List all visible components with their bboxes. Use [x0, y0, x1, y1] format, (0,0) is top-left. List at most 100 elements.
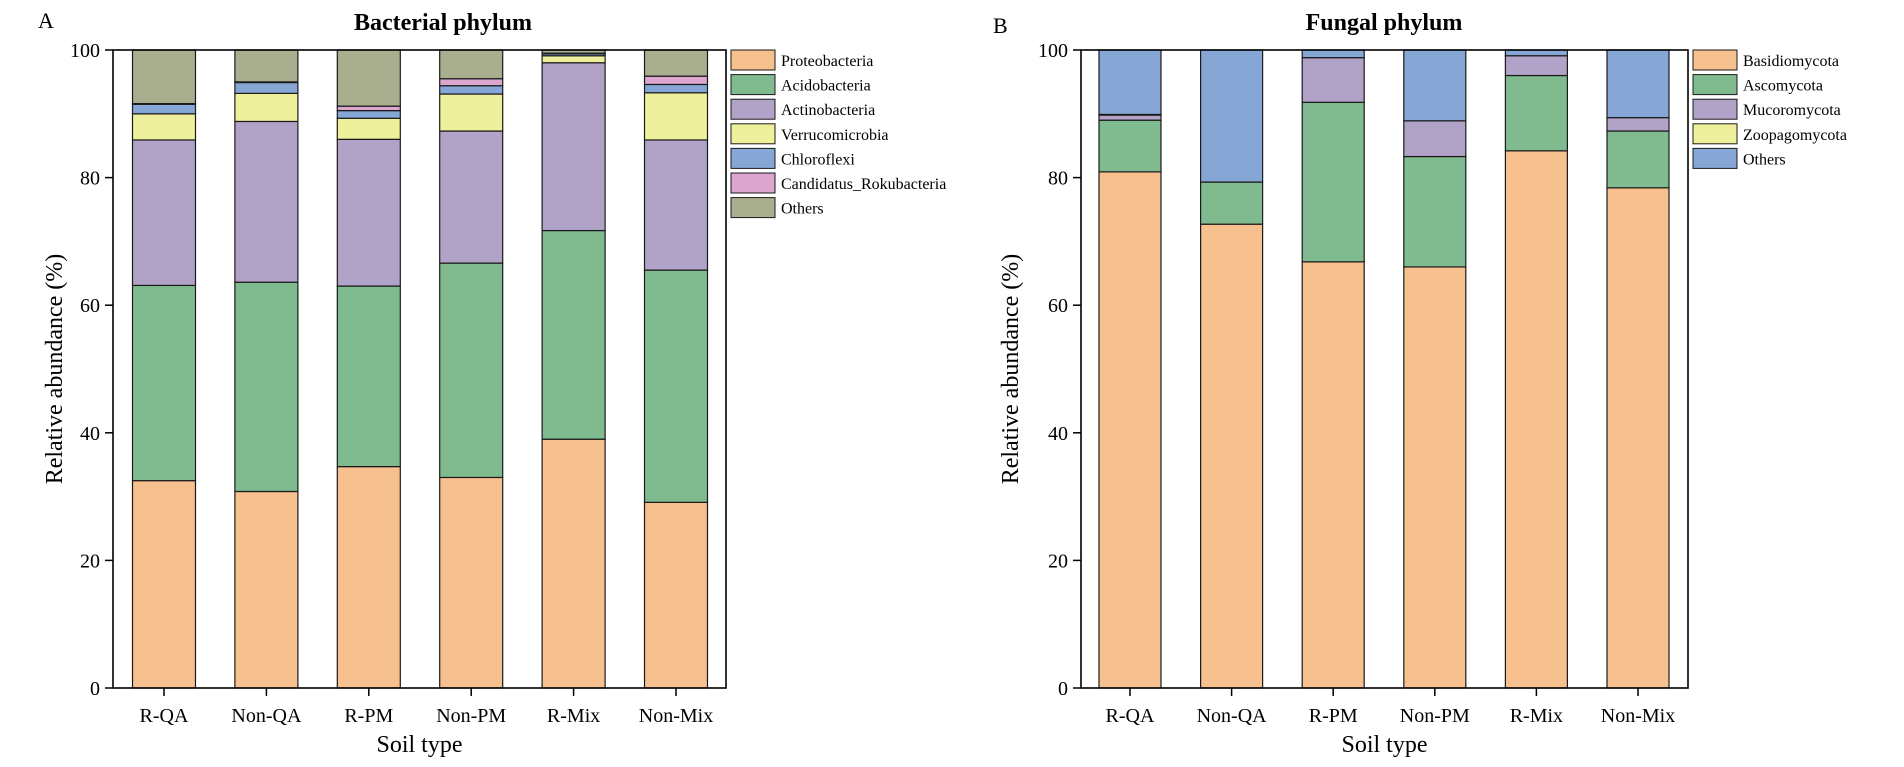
panel-a-xtick-label: Non-PM [436, 705, 506, 727]
panel-a-xtick-label: Non-QA [231, 705, 302, 727]
panel-a-bar-proteobacteria [439, 476, 504, 689]
panel-a-bar-verrucomicrobia [234, 92, 299, 123]
panel-a-x-axis-label: Soil type [376, 732, 462, 758]
panel-b-xtick-label: Non-PM [1400, 705, 1470, 727]
panel-a-xtick-label: Non-Mix [639, 705, 713, 727]
panel-b-legend-swatch [1692, 49, 1738, 71]
panel-a-bar-others [439, 49, 504, 80]
panel-b-x-axis-label: Soil type [1341, 732, 1427, 758]
panel-a-xtick-label: R-PM [344, 705, 393, 727]
panel-b-bar-mucoromycota [1098, 114, 1162, 121]
panel-b-legend-swatch [1692, 74, 1738, 96]
panel-a-legend-label: Verrucomicrobia [781, 127, 889, 144]
panel-a-bar-proteobacteria [131, 480, 197, 689]
panel-a-bar-others [131, 49, 197, 105]
panel-a-legend-swatch [730, 74, 776, 96]
panel-b-bar-basidiomycota [1504, 150, 1569, 689]
panel-b-bar-mucoromycota [1301, 57, 1365, 103]
panel-a-bar-acidobacteria [439, 262, 504, 479]
panel-a-bar-chloroflexi [439, 85, 504, 95]
panel-a-bar-verrucomicrobia [336, 117, 401, 140]
panel-a-legend-label: Actinobacteria [781, 102, 875, 119]
panel-b-bar-others [1098, 49, 1162, 116]
panel-b-bar-others [1403, 49, 1467, 122]
panel-b-ytick-label: 60 [1048, 295, 1068, 317]
panel-b-bar-basidiomycota [1403, 266, 1467, 689]
panel-a-legend-swatch [730, 147, 776, 169]
panel-a-legend-swatch [730, 98, 776, 120]
panel-a-plot-frame [112, 49, 727, 689]
panel-a-title: Bacterial phylum [354, 10, 532, 36]
panel-b-bar-others [1199, 49, 1264, 183]
panel-b-bar-ascomycota [1606, 130, 1670, 189]
panel-a-bar-candidatus-rokubacteria [439, 78, 504, 87]
panel-a-ytick-label: 60 [80, 295, 100, 317]
panel-b-legend-label: Mucoromycota [1743, 102, 1841, 119]
panel-b-bar-ascomycota [1199, 181, 1264, 225]
panel-b-legend-label: Zoopagomycota [1743, 127, 1847, 144]
panel-a-legend-label: Acidobacteria [781, 78, 871, 95]
panel-b-bar-ascomycota [1098, 119, 1162, 173]
panel-b-xtick-label: R-QA [1106, 705, 1155, 727]
panel-a-bar-actinobacteria [336, 138, 401, 287]
panel-a-legend-label: Proteobacteria [781, 53, 873, 70]
panel-a-legend-label: Others [781, 201, 824, 218]
panel-b-ytick-label: 40 [1048, 423, 1068, 445]
panel-a-legend-label: Chloroflexi [781, 151, 855, 168]
panel-a-bar-acidobacteria [131, 284, 197, 482]
panel-b-ytick-label: 20 [1048, 550, 1068, 572]
panel-b-xtick-label: Non-QA [1197, 705, 1268, 727]
panel-b-bar-basidiomycota [1098, 171, 1162, 689]
panel-a-bar-chloroflexi [131, 103, 197, 115]
panel-a-label: A [38, 8, 54, 33]
panel-b-bar-others [1504, 49, 1569, 57]
panel-a-bar-verrucomicrobia [643, 92, 709, 141]
panel-b-bar-others [1606, 49, 1670, 119]
panel-b-label: B [993, 13, 1008, 38]
panel-b-bar-ascomycota [1403, 155, 1467, 268]
panel-a-bar-actinobacteria [131, 139, 197, 287]
panel-a-bar-others [336, 49, 401, 107]
panel-b-bar-others [1301, 49, 1365, 59]
panel-a-bar-chloroflexi [336, 110, 401, 119]
panel-a-xtick-label: R-QA [140, 705, 189, 727]
panel-b-xtick-label: R-PM [1309, 705, 1358, 727]
panel-a-bar-others [234, 49, 299, 83]
panel-b-title: Fungal phylum [1306, 10, 1463, 36]
panel-b-legend-label: Others [1743, 151, 1786, 168]
panel-b-ytick-label: 80 [1048, 168, 1068, 190]
panel-a-ytick-label: 100 [70, 40, 100, 62]
panel-a-bar-others [643, 49, 709, 77]
panel-a-bar-actinobacteria [439, 130, 504, 264]
panel-a-y-axis-label: Relative abundance (%) [42, 254, 68, 485]
panel-a-bar-proteobacteria [336, 466, 401, 689]
panel-a-bar-verrucomicrobia [541, 55, 606, 64]
panel-b-legend-label: Ascomycota [1743, 78, 1823, 95]
panel-a-legend-swatch [730, 172, 776, 194]
panel-b-bar-basidiomycota [1199, 223, 1264, 689]
panel-b-bar-ascomycota [1301, 101, 1365, 263]
panel-a-bar-proteobacteria [234, 490, 299, 689]
panel-b-legend-swatch [1692, 123, 1738, 145]
panel-b-bar-mucoromycota [1504, 55, 1569, 77]
panel-a-bar-chloroflexi [643, 83, 709, 94]
panel-b-bar-ascomycota [1504, 74, 1569, 152]
panel-b-bar-mucoromycota [1606, 117, 1670, 132]
panel-a-ytick-label: 40 [80, 423, 100, 445]
panel-a-bar-verrucomicrobia [131, 113, 197, 141]
panel-a-bar-proteobacteria [643, 501, 709, 689]
panel-a-bar-verrucomicrobia [439, 93, 504, 132]
panel-a-bar-chloroflexi [234, 81, 299, 94]
panel-b-legend-swatch [1692, 147, 1738, 169]
panel-a-ytick-label: 80 [80, 168, 100, 190]
panel-b-ytick-label: 0 [1058, 678, 1068, 700]
panel-a-bar-acidobacteria [234, 281, 299, 493]
panel-a-bar-actinobacteria [643, 139, 709, 271]
panel-b-xtick-label: R-Mix [1510, 705, 1563, 727]
panel-a-bar-acidobacteria [541, 229, 606, 440]
panel-b-bar-basidiomycota [1301, 261, 1365, 689]
panel-b-bar-basidiomycota [1606, 187, 1670, 689]
panel-a-legend-swatch [730, 49, 776, 71]
